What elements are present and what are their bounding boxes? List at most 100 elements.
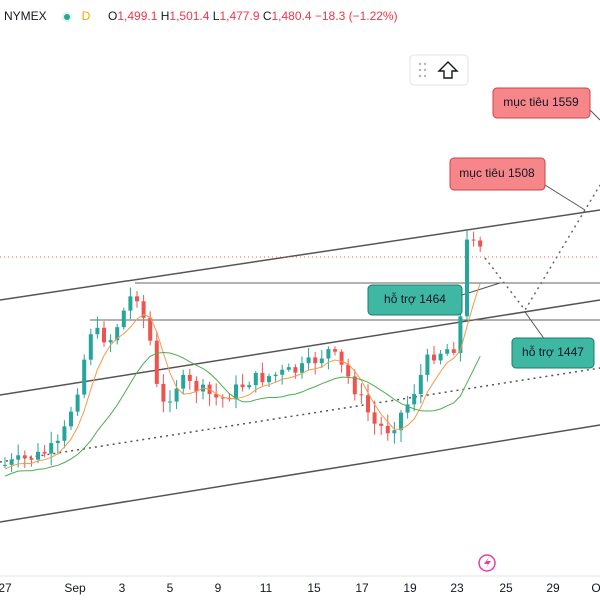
candle-body [366, 395, 370, 413]
header-bg [0, 0, 600, 34]
toolbar [409, 54, 469, 86]
candle-body [326, 349, 331, 359]
candle-body [339, 351, 344, 365]
candle-body [438, 353, 443, 361]
value: 1,501.4 [169, 9, 212, 23]
candle-body [399, 412, 403, 431]
candle-body [240, 384, 245, 388]
candle-body [273, 374, 278, 377]
candle-body [62, 426, 67, 441]
candle-body [174, 388, 179, 402]
x-tick-label: 15 [307, 581, 321, 595]
x-tick-label: 11 [260, 581, 273, 595]
annotation-box[interactable] [511, 337, 595, 369]
candle-body [49, 443, 54, 454]
x-tick-label: 27 [0, 581, 12, 595]
x-tick-label: 19 [403, 581, 417, 595]
candle-body [187, 374, 192, 381]
candle-body [181, 374, 186, 389]
candle-body [128, 296, 133, 311]
candle-body [432, 354, 436, 361]
symbol: NYMEX [4, 9, 47, 23]
label: O [108, 9, 117, 23]
annotation-box[interactable] [492, 87, 591, 119]
candle-body [194, 380, 199, 392]
candle-body [392, 430, 397, 434]
candle-body [121, 310, 126, 328]
candle-body [75, 394, 80, 412]
candle-body [115, 327, 120, 341]
annotation-box[interactable] [367, 284, 463, 316]
candle-body [293, 367, 298, 373]
candle-body [451, 349, 456, 353]
candle-body [82, 359, 87, 395]
candle-body [333, 349, 337, 352]
candle-body [405, 404, 410, 413]
candle-body [9, 459, 14, 465]
candle-body [95, 327, 100, 335]
annotation: mục tiêu 1559 [503, 95, 579, 109]
value: 1,480.4 [272, 9, 315, 23]
candle-body [29, 458, 34, 460]
interval: D [82, 9, 91, 23]
channel-upper [0, 209, 600, 301]
candle-body [42, 451, 47, 454]
candle-body [260, 372, 265, 383]
label: H [161, 9, 170, 23]
callout [589, 109, 600, 121]
annotation: mục tiêu 1508 [459, 166, 535, 180]
candle-body [458, 316, 463, 353]
candle-body [161, 383, 166, 402]
candle-body [280, 369, 285, 375]
ohlc: O1,499.1 H1,501.4 L1,477.9 C1,480.4 −18.… [108, 9, 398, 23]
candle-body [385, 425, 390, 434]
candle-body [36, 451, 40, 460]
candle-body [55, 440, 60, 444]
label: L [213, 9, 220, 23]
candle-body [465, 239, 469, 317]
callout [544, 184, 586, 211]
x-tick-label: 25 [499, 581, 513, 595]
dotted-trend [0, 367, 600, 463]
x-tick-label: Sep [64, 581, 86, 595]
drawings [0, 109, 600, 523]
x-tick-label: 29 [546, 581, 560, 595]
candle-body [372, 412, 377, 424]
candle-body [108, 340, 113, 343]
candle-body [22, 455, 27, 459]
candle-body [168, 401, 172, 403]
drag-handle [418, 62, 427, 78]
candle-body [16, 455, 21, 460]
candle-body [148, 317, 153, 341]
x-tick-label: 17 [355, 581, 369, 595]
arrow-button[interactable] [437, 61, 459, 79]
candles [3, 230, 483, 477]
candle-body [141, 301, 146, 318]
candle-body [352, 376, 357, 395]
candle-body [478, 240, 483, 247]
x-tick-label: 5 [167, 581, 174, 595]
candle-body [234, 384, 238, 400]
projection [484, 184, 600, 312]
candle-body [425, 354, 430, 375]
change: −18.3 (−1.22%) [315, 9, 398, 23]
x-tick-label: 9 [215, 581, 222, 595]
x-tick-label: 23 [450, 581, 464, 595]
annotation: hỗ trợ 1464 [384, 291, 446, 306]
candle-body [319, 358, 324, 364]
x-tick-label: 3 [119, 581, 126, 595]
channel-middle [0, 299, 600, 396]
candle-body [69, 411, 73, 427]
candle-body [286, 367, 291, 370]
candle-body [154, 340, 159, 384]
candle-body [247, 385, 252, 388]
candle-body [359, 394, 364, 396]
candle-body [102, 327, 106, 343]
annotation: hỗ trợ 1447 [522, 344, 584, 359]
candle-body [3, 464, 7, 466]
annotation-box[interactable] [449, 157, 546, 191]
candle-body [214, 393, 219, 398]
candle-body [445, 349, 450, 354]
moving-average [4, 283, 481, 470]
